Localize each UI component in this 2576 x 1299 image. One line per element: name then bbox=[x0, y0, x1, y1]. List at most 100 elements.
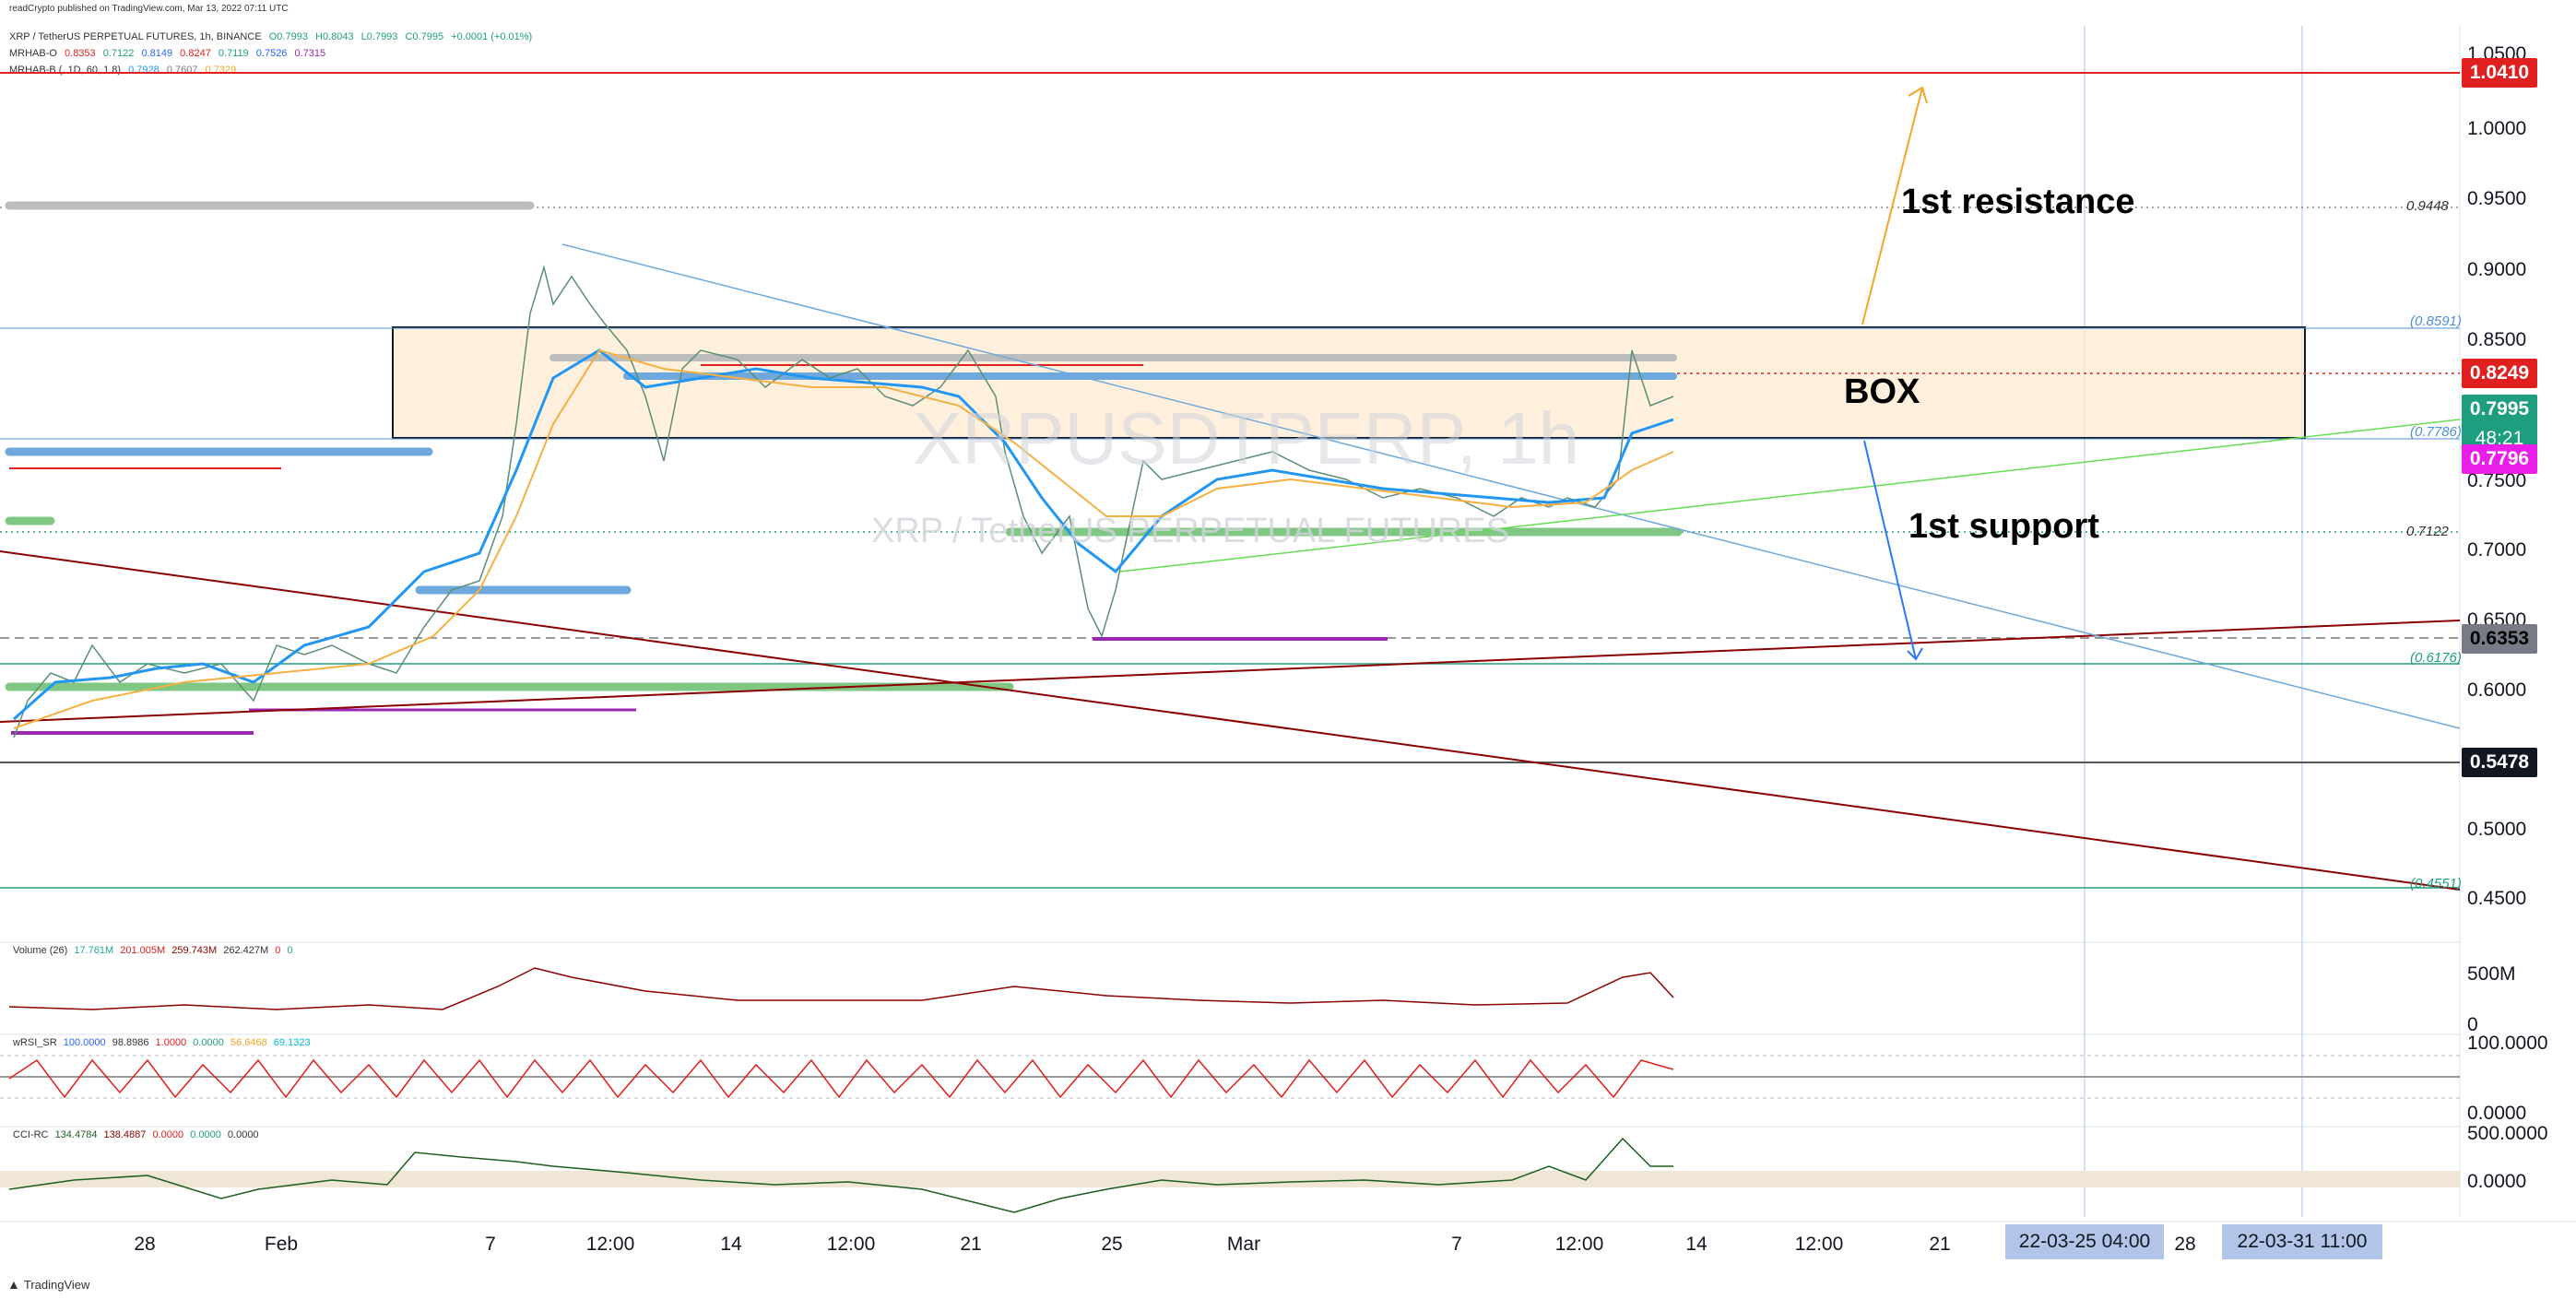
ind-value: 0.7315 bbox=[294, 48, 326, 59]
indicator-name: MRHAB-O bbox=[9, 48, 57, 59]
published-note: readCrypto published on TradingView.com,… bbox=[9, 4, 289, 14]
price-axis-label: 0.7000 bbox=[2467, 539, 2527, 561]
ind-value: 1.0000 bbox=[155, 1037, 187, 1048]
watermark-symbol: XRPUSDTPERP, 1h bbox=[913, 397, 1580, 479]
cci-line bbox=[8, 1137, 1673, 1213]
time-tag-marker[interactable]: 22-03-25 04:00 bbox=[2005, 1224, 2164, 1259]
ind-value: 259.743M bbox=[171, 945, 218, 956]
ind-value: 134.4784 bbox=[54, 1129, 98, 1140]
annotation-resistance[interactable]: 1st resistance bbox=[1901, 183, 2135, 221]
ind-value: 0 bbox=[275, 945, 281, 956]
cci-legend[interactable]: CCI-RC 134.4784 138.4887 0.0000 0.0000 0… bbox=[13, 1129, 263, 1140]
symbol-legend[interactable]: XRP / TetherUS PERPETUAL FUTURES, 1h, BI… bbox=[9, 31, 537, 42]
trend-line-descending[interactable] bbox=[561, 243, 2461, 729]
indicator-name: CCI-RC bbox=[13, 1129, 49, 1140]
volume-axis-label: 0 bbox=[2467, 1014, 2478, 1035]
volume-legend[interactable]: Volume (26) 17.761M 201.005M 259.743M 26… bbox=[13, 945, 297, 956]
time-axis-label: 12:00 bbox=[1554, 1234, 1604, 1255]
cci-axis-label: 500.0000 bbox=[2467, 1123, 2548, 1144]
ohlc-low: L0.7993 bbox=[360, 31, 398, 42]
trend-line-ascending[interactable] bbox=[1119, 419, 2461, 573]
price-axis-label: 1.0000 bbox=[2467, 118, 2527, 139]
time-axis-label: 12:00 bbox=[585, 1234, 635, 1255]
ind-value: 138.4887 bbox=[103, 1129, 147, 1140]
time-axis-label: 14 bbox=[720, 1234, 742, 1255]
trend-line-down[interactable] bbox=[0, 550, 2461, 891]
price-axis-label: 0.8500 bbox=[2467, 329, 2527, 350]
time-axis-label: Feb bbox=[264, 1234, 299, 1255]
price-axis-label: 0.9500 bbox=[2467, 188, 2527, 209]
price-axis-label: 0.5000 bbox=[2467, 819, 2527, 840]
ind-value: 0 bbox=[287, 945, 293, 956]
ind-value: 262.427M bbox=[223, 945, 269, 956]
price-axis-label: 0.6000 bbox=[2467, 679, 2527, 701]
ind-value: 56.6468 bbox=[230, 1037, 267, 1048]
time-tag-marker[interactable]: 22-03-31 11:00 bbox=[2222, 1224, 2382, 1259]
time-axis-label: 28 bbox=[134, 1234, 156, 1255]
ind-value: 98.8986 bbox=[112, 1037, 149, 1048]
ind-value: 0.0000 bbox=[193, 1037, 224, 1048]
time-axis-label: 21 bbox=[1929, 1234, 1951, 1255]
annotation-support[interactable]: 1st support bbox=[1908, 507, 2099, 546]
cci-band bbox=[0, 1171, 2460, 1187]
price-tag-red[interactable]: 0.8249 bbox=[2462, 359, 2537, 388]
box-zone[interactable] bbox=[392, 326, 2306, 439]
time-axis-label: 12:00 bbox=[826, 1234, 876, 1255]
indicator-legend-mrhab-o[interactable]: MRHAB-O 0.8353 0.7122 0.8149 0.8247 0.71… bbox=[9, 48, 330, 59]
fib-label: 0.9448 bbox=[2406, 198, 2449, 214]
volume-axis-label: 500M bbox=[2467, 963, 2516, 985]
ohlc-high: H0.8043 bbox=[315, 31, 354, 42]
tradingview-footer[interactable]: ▲ TradingView bbox=[7, 1277, 89, 1292]
price-axis-label: 0.9000 bbox=[2467, 259, 2527, 280]
ind-value: 0.8149 bbox=[141, 48, 173, 59]
annotation-box[interactable]: BOX bbox=[1844, 372, 1920, 411]
ind-value: 0.7122 bbox=[102, 48, 135, 59]
price-tag-grey[interactable]: 0.6353 bbox=[2462, 624, 2537, 654]
ind-value: 0.0000 bbox=[190, 1129, 221, 1140]
time-axis-label: 14 bbox=[1685, 1234, 1707, 1255]
fib-label: (0.4551) bbox=[2410, 876, 2462, 892]
ind-value: 0.7119 bbox=[218, 48, 249, 59]
ind-value: 100.0000 bbox=[63, 1037, 106, 1048]
fib-label: (0.6176) bbox=[2410, 650, 2462, 666]
price-tag-resistance[interactable]: 1.0410 bbox=[2462, 58, 2537, 88]
support-arrow[interactable] bbox=[1863, 440, 1917, 660]
resistance-arrow[interactable] bbox=[1861, 87, 1923, 325]
price-tag-last[interactable]: 0.7995 bbox=[2462, 395, 2537, 424]
ind-value: 0.8353 bbox=[65, 48, 96, 59]
price-tag-support[interactable]: 0.5478 bbox=[2462, 748, 2537, 777]
ma-blue bbox=[13, 348, 1674, 721]
ohlc-close: C0.7995 bbox=[405, 31, 444, 42]
time-axis-label: 28 bbox=[2174, 1234, 2196, 1255]
indicator-name: wRSI_SR bbox=[13, 1037, 57, 1048]
tradingview-logo-icon: ▲ bbox=[7, 1277, 20, 1292]
ohlc-open: O0.7993 bbox=[268, 31, 308, 42]
time-axis-label: 7 bbox=[485, 1234, 496, 1255]
ind-value: 0.0000 bbox=[152, 1129, 184, 1140]
price-series[interactable] bbox=[13, 265, 1674, 738]
ohlc-change: +0.0001 (+0.01%) bbox=[451, 31, 533, 42]
rsi-legend[interactable]: wRSI_SR 100.0000 98.8986 1.0000 0.0000 5… bbox=[13, 1037, 314, 1048]
price-tag-magenta[interactable]: 0.7796 bbox=[2462, 444, 2537, 474]
ind-value: 0.7526 bbox=[255, 48, 288, 59]
trend-line-up[interactable] bbox=[0, 620, 2461, 723]
price-axis-label: 0.7500 bbox=[2467, 470, 2527, 491]
ind-value: 69.1323 bbox=[273, 1037, 311, 1048]
price-axis-label: 0.4500 bbox=[2467, 888, 2527, 909]
time-axis-label: Mar bbox=[1226, 1234, 1261, 1255]
support-arrow-head bbox=[1907, 647, 1923, 661]
brand-name: TradingView bbox=[23, 1277, 90, 1292]
indicator-name: Volume (26) bbox=[13, 945, 68, 956]
rsi-axis-label: 100.0000 bbox=[2467, 1033, 2548, 1054]
time-axis-label: 12:00 bbox=[1794, 1234, 1844, 1255]
watermark-description: XRP / TetherUS PERPETUAL FUTURES bbox=[871, 512, 1509, 550]
fib-label: 0.7122 bbox=[2406, 524, 2449, 539]
fib-label: (0.8591) bbox=[2410, 313, 2462, 329]
symbol-name: XRP / TetherUS PERPETUAL FUTURES, 1h, BI… bbox=[9, 31, 262, 42]
time-axis-label: 7 bbox=[1451, 1234, 1462, 1255]
ind-value: 0.0000 bbox=[227, 1129, 259, 1140]
ind-value: 201.005M bbox=[120, 945, 166, 956]
volume-ma bbox=[8, 967, 1674, 1010]
rsi-line bbox=[8, 1058, 1674, 1099]
